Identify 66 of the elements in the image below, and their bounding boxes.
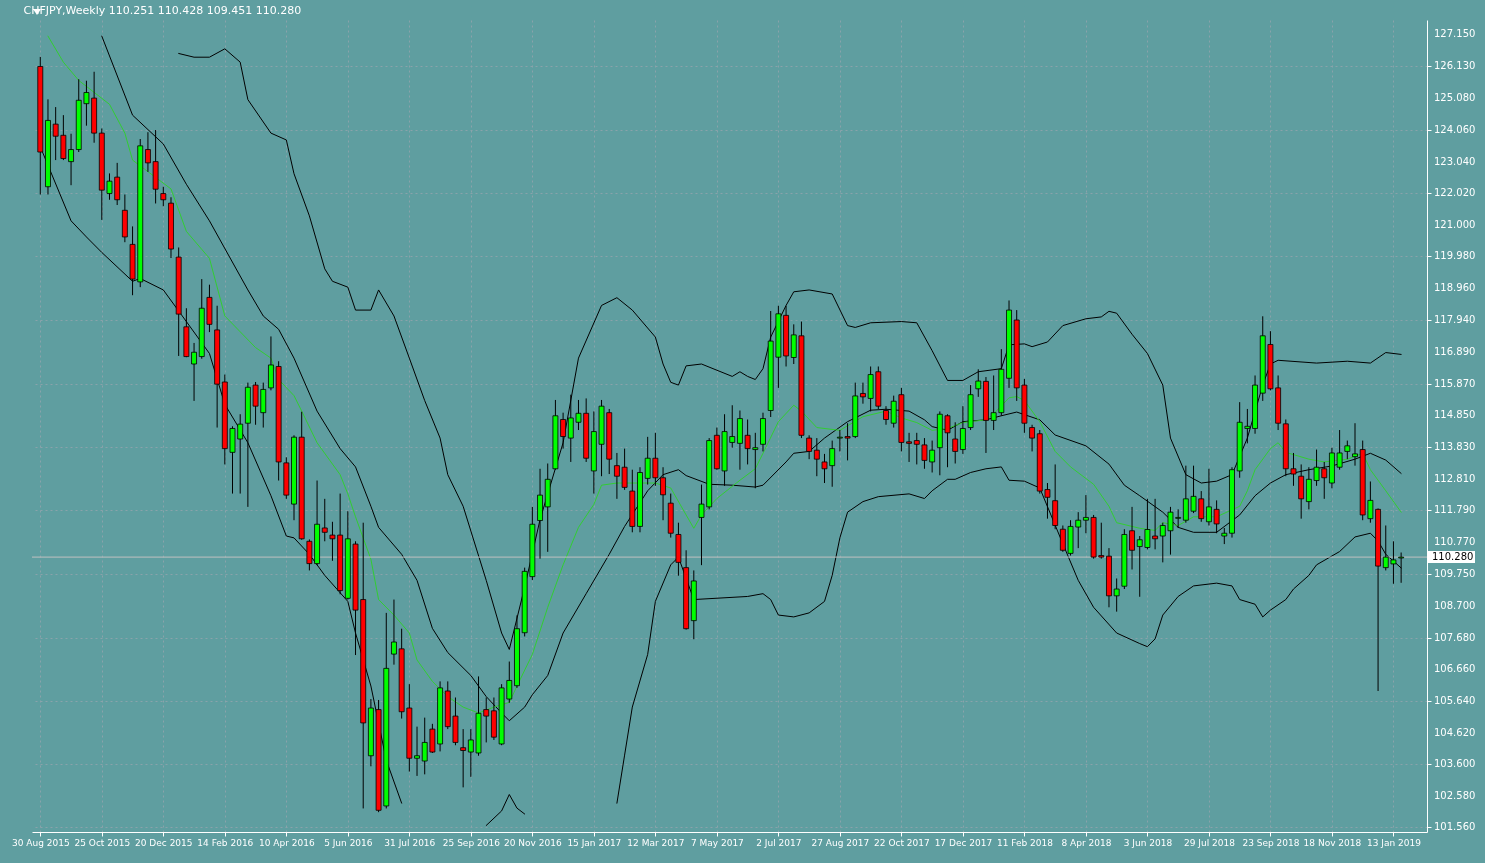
x-tick-label: 20 Nov 2016 xyxy=(504,837,562,848)
x-tick-label: 7 May 2017 xyxy=(690,837,744,848)
x-tick-label: 30 Aug 2015 xyxy=(11,837,70,848)
y-tick-label: 125.080 xyxy=(1434,92,1476,104)
candlestick xyxy=(883,405,889,426)
y-tick-label: 114.850 xyxy=(1434,409,1476,421)
x-tick-label: 23 Sep 2018 xyxy=(1242,837,1300,848)
y-tick-label: 121.000 xyxy=(1434,218,1476,230)
x-tick-label: 12 Mar 2017 xyxy=(627,837,685,848)
ref-line-label: 110.280 xyxy=(1432,551,1474,563)
x-tick-label: 20 Dec 2015 xyxy=(135,837,193,848)
y-tick-label: 126.130 xyxy=(1434,59,1476,71)
y-tick-label: 113.830 xyxy=(1434,441,1476,453)
x-tick-label: 31 Jul 2016 xyxy=(384,837,436,848)
y-tick-label: 108.700 xyxy=(1434,600,1476,612)
x-tick-label: 3 Jun 2018 xyxy=(1123,837,1173,848)
x-tick-label: 14 Feb 2016 xyxy=(197,837,254,848)
x-tick-label: 15 Jan 2017 xyxy=(567,837,622,848)
y-tick-label: 104.620 xyxy=(1434,726,1476,738)
candlestick xyxy=(1352,422,1358,467)
y-tick-label: 111.790 xyxy=(1434,504,1476,516)
y-tick-label: 106.660 xyxy=(1434,663,1476,675)
y-tick-label: 117.940 xyxy=(1434,313,1476,325)
y-tick-label: 107.680 xyxy=(1434,631,1476,643)
x-tick-label: 2 Jul 2017 xyxy=(756,837,802,848)
x-tick-label: 13 Jan 2019 xyxy=(1366,837,1422,848)
candlestick xyxy=(960,405,966,455)
y-tick-label: 127.150 xyxy=(1434,28,1476,40)
x-tick-label: 11 Feb 2018 xyxy=(996,837,1054,848)
candlestick xyxy=(806,434,813,460)
candlestick xyxy=(460,728,467,788)
candlestick xyxy=(1029,424,1035,452)
candlestick xyxy=(414,726,420,777)
candlestick xyxy=(1344,440,1351,460)
x-tick-label: 10 Apr 2016 xyxy=(258,837,315,848)
x-tick-label: 22 Oct 2017 xyxy=(874,837,930,848)
candlestick xyxy=(975,368,982,398)
candlestick xyxy=(813,437,820,477)
candlestick xyxy=(952,421,959,464)
y-tick-label: 109.750 xyxy=(1434,567,1476,579)
y-tick-label: 102.580 xyxy=(1434,789,1476,801)
x-tick-label: 25 Oct 2015 xyxy=(74,837,131,848)
y-tick-label: 116.890 xyxy=(1434,346,1476,358)
y-tick-label: 101.560 xyxy=(1434,821,1476,833)
y-tick-label: 123.040 xyxy=(1434,155,1476,167)
candlestick xyxy=(1113,577,1120,613)
y-tick-label: 103.600 xyxy=(1434,758,1476,770)
candlestick xyxy=(321,498,328,542)
y-tick-label: 112.810 xyxy=(1434,472,1476,484)
chart-title: CHFJPY,Weekly 110.251 110.428 109.451 110.280 xyxy=(23,4,302,17)
y-tick-label: 110.770 xyxy=(1434,535,1476,547)
y-tick-label: 105.640 xyxy=(1434,694,1476,706)
x-tick-label: 5 Jun 2016 xyxy=(324,837,373,848)
x-tick-label: 17 Dec 2017 xyxy=(934,837,993,848)
y-tick-label: 124.060 xyxy=(1434,124,1476,136)
x-tick-label: 25 Sep 2016 xyxy=(442,837,501,848)
x-tick-label: 18 Nov 2018 xyxy=(1303,837,1362,848)
x-tick-label: 27 Aug 2017 xyxy=(811,837,870,848)
y-tick-label: 119.980 xyxy=(1434,250,1476,262)
x-tick-label: 8 Apr 2018 xyxy=(1061,837,1112,848)
candlestick xyxy=(1298,463,1305,520)
x-tick-label: 29 Jul 2018 xyxy=(1183,837,1236,848)
candlestick xyxy=(160,186,167,207)
y-tick-label: 122.020 xyxy=(1434,187,1476,199)
y-tick-label: 115.870 xyxy=(1434,377,1476,389)
y-tick-label: 118.960 xyxy=(1434,282,1476,294)
